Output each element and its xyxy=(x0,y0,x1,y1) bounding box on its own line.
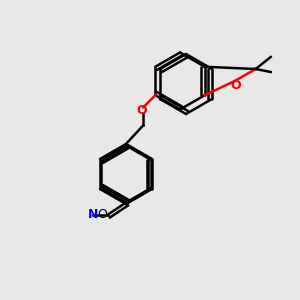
Text: N: N xyxy=(88,208,98,221)
Text: O: O xyxy=(136,104,147,117)
Text: O: O xyxy=(97,208,107,221)
Text: O: O xyxy=(231,79,242,92)
